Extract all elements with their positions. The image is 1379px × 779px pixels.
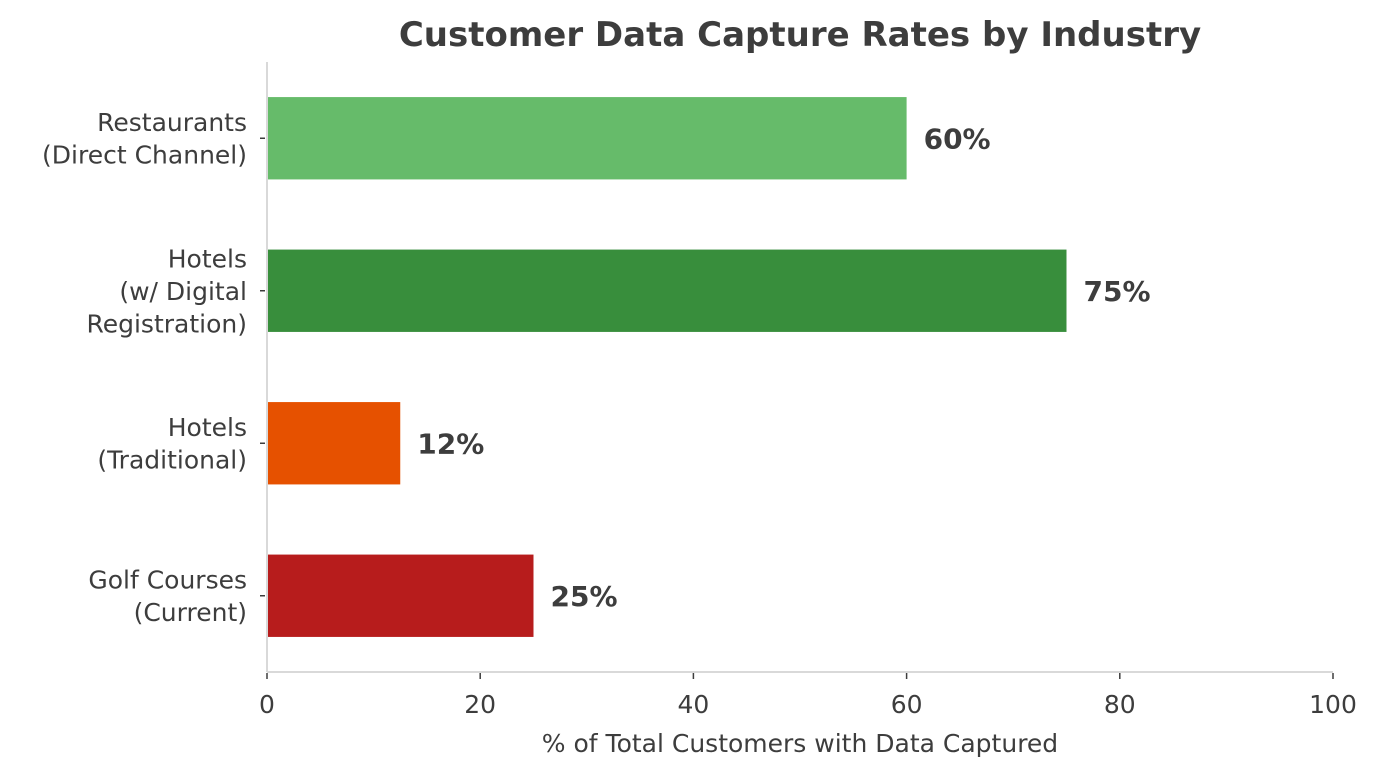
y-tick-label-line: Registration)	[86, 309, 247, 338]
data-label-3: 25%	[551, 580, 618, 613]
bar-1	[268, 249, 1067, 332]
x-tick-label-4: 80	[1104, 690, 1136, 719]
bar-2	[268, 402, 401, 485]
y-tick-label-0: Restaurants (Direct Channel)	[42, 108, 247, 170]
x-tick-label-1: 20	[464, 690, 496, 719]
y-tick-label-line: Hotels	[168, 413, 247, 442]
x-axis-label: % of Total Customers with Data Captured	[542, 729, 1058, 758]
y-tick-label-line: (Traditional)	[97, 446, 247, 475]
x-tick-label-5: 100	[1309, 690, 1357, 719]
bars-layer: 60% 75% 12% 25%	[268, 97, 1151, 637]
data-label-2: 12%	[417, 427, 484, 460]
data-label-0: 60%	[924, 122, 991, 155]
y-tick-label-3: Golf Courses (Current)	[88, 566, 247, 628]
data-label-1: 75%	[1084, 275, 1151, 308]
y-tick-label-line: Golf Courses	[88, 566, 247, 595]
y-tick-label-1: Hotels (w/ Digital Registration)	[86, 244, 247, 338]
y-tick-label-2: Hotels (Traditional)	[97, 413, 247, 475]
bar-3	[268, 554, 534, 637]
bar-0	[268, 97, 907, 180]
chart-title: Customer Data Capture Rates by Industry	[399, 15, 1201, 55]
x-axis-ticks: 0 20 40 60 80 100	[259, 673, 1357, 719]
y-tick-label-line: (Current)	[134, 598, 247, 627]
y-tick-label-line: Restaurants	[97, 108, 247, 137]
y-tick-label-line: (w/ Digital	[119, 277, 247, 306]
x-tick-label-2: 40	[677, 690, 709, 719]
y-tick-label-line: (Direct Channel)	[42, 141, 247, 170]
x-tick-label-0: 0	[259, 690, 275, 719]
y-axis-ticks: Restaurants (Direct Channel) Hotels (w/ Dig…	[42, 108, 265, 627]
x-tick-label-3: 60	[891, 690, 923, 719]
y-tick-label-line: Hotels	[168, 244, 247, 273]
